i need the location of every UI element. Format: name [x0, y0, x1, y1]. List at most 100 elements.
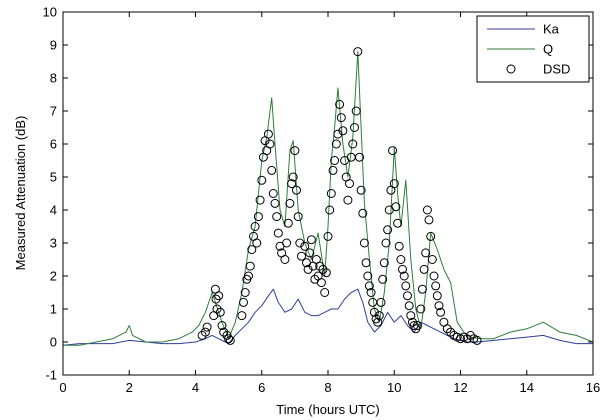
data-point-dsd — [431, 281, 441, 291]
data-point-dsd — [316, 278, 326, 288]
data-point-dsd — [255, 195, 265, 205]
data-point-dsd — [288, 172, 298, 182]
data-point-dsd — [265, 139, 275, 149]
data-point-dsd — [465, 330, 475, 340]
y-tick-label: 1 — [50, 302, 57, 317]
data-point-dsd — [429, 271, 439, 281]
y-tick-label: 8 — [50, 71, 57, 86]
x-tick-label: 0 — [59, 380, 66, 395]
data-point-dsd — [290, 146, 300, 156]
data-point-dsd — [295, 238, 305, 248]
legend-label-dsd: DSD — [543, 62, 570, 77]
data-point-dsd — [247, 245, 257, 255]
data-point-dsd — [356, 185, 366, 195]
data-point-dsd — [244, 271, 253, 281]
y-tick-label: 2 — [50, 269, 57, 284]
data-point-dsd — [212, 304, 222, 314]
data-point-dsd — [306, 235, 316, 245]
data-point-dsd — [379, 258, 389, 268]
data-point-dsd — [383, 225, 393, 235]
data-point-dsd — [318, 264, 328, 274]
x-tick-label: 8 — [324, 380, 331, 395]
data-point-dsd — [404, 301, 414, 311]
data-point-dsd — [348, 139, 358, 149]
data-point-dsd — [416, 304, 426, 314]
data-point-dsd — [364, 281, 374, 291]
data-point-dsd — [389, 179, 399, 189]
data-point-dsd — [240, 288, 250, 297]
data-point-dsd — [297, 251, 306, 261]
data-point-dsd — [282, 238, 292, 248]
x-tick-label: 10 — [387, 380, 401, 395]
data-point-dsd — [224, 334, 234, 344]
data-point-dsd — [252, 238, 262, 248]
data-point-dsd — [287, 179, 297, 189]
data-point-dsd — [419, 264, 429, 274]
data-point-dsd — [394, 241, 404, 251]
data-point-dsd — [393, 218, 403, 228]
data-point-dsd — [369, 307, 379, 317]
data-point-dsd — [336, 113, 346, 123]
data-point-dsd — [345, 179, 354, 189]
data-point-dsd — [426, 231, 436, 241]
data-point-dsd — [472, 335, 482, 345]
x-tick-label: 2 — [126, 380, 133, 395]
data-point-dsd — [359, 238, 369, 248]
legend-label-ka: Ka — [543, 22, 560, 37]
data-point-dsd — [358, 208, 368, 218]
data-point-dsd — [335, 99, 345, 109]
x-tick-label: 4 — [192, 380, 199, 395]
data-point-dsd — [267, 165, 277, 175]
data-point-dsd — [325, 205, 335, 215]
data-point-dsd — [225, 335, 235, 345]
data-point-dsd — [361, 258, 371, 268]
data-point-dsd — [237, 311, 247, 321]
data-point-dsd — [333, 129, 343, 139]
data-point-dsd — [398, 264, 407, 274]
data-point-dsd — [305, 248, 315, 258]
data-point-dsd — [331, 139, 341, 149]
legend-swatch-dsd — [506, 64, 516, 74]
series-layer — [63, 47, 593, 346]
data-point-dsd — [283, 218, 293, 228]
data-point-dsd — [326, 189, 336, 198]
data-point-dsd — [200, 327, 210, 337]
data-point-dsd — [328, 165, 338, 175]
data-point-dsd — [315, 261, 325, 271]
data-point-dsd — [268, 189, 278, 198]
data-point-dsd — [214, 291, 224, 301]
series-markers-dsd — [197, 47, 482, 345]
data-point-dsd — [257, 175, 267, 185]
data-point-dsd — [253, 212, 263, 222]
y-tick-label: 6 — [50, 137, 57, 152]
data-point-dsd — [353, 47, 363, 57]
y-tick-label: -1 — [45, 368, 57, 383]
data-point-dsd — [436, 307, 446, 317]
data-point-dsd — [303, 264, 313, 274]
legend: Ka Q DSD — [476, 15, 590, 83]
data-point-dsd — [239, 297, 248, 307]
data-point-dsd — [421, 248, 431, 258]
data-point-dsd — [406, 311, 416, 321]
data-point-dsd — [321, 268, 331, 278]
x-tick-label: 6 — [258, 380, 265, 395]
data-point-dsd — [250, 222, 260, 231]
data-point-dsd — [378, 274, 388, 284]
data-point-dsd — [197, 330, 207, 340]
x-axis-label: Time (hours UTC) — [276, 402, 380, 417]
data-point-dsd — [300, 241, 310, 251]
data-point-dsd — [366, 288, 376, 297]
data-point-dsd — [381, 238, 391, 248]
data-point-dsd — [434, 301, 444, 311]
data-point-dsd — [442, 324, 452, 334]
x-tick-label: 12 — [453, 380, 467, 395]
data-point-dsd — [376, 297, 386, 307]
data-point-dsd — [280, 255, 290, 264]
x-tick-label: 14 — [520, 380, 534, 395]
data-point-dsd — [323, 231, 333, 241]
data-point-dsd — [338, 126, 348, 136]
data-point-dsd — [285, 198, 295, 208]
y-axis-label: Measured Attenuation (dB) — [13, 116, 28, 271]
